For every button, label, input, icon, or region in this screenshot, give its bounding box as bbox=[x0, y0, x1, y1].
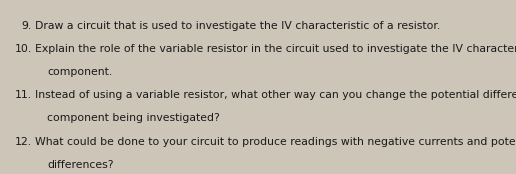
Text: What could be done to your circuit to produce readings with negative currents an: What could be done to your circuit to pr… bbox=[35, 137, 516, 147]
Text: Explain the role of the variable resistor in the circuit used to investigate the: Explain the role of the variable resisto… bbox=[35, 44, 516, 54]
Text: 11.: 11. bbox=[15, 90, 32, 100]
Text: 12.: 12. bbox=[15, 137, 32, 147]
Text: component being investigated?: component being investigated? bbox=[47, 113, 220, 123]
Text: Draw a circuit that is used to investigate the IV characteristic of a resistor.: Draw a circuit that is used to investiga… bbox=[35, 21, 440, 31]
Text: component.: component. bbox=[47, 67, 112, 77]
Text: Instead of using a variable resistor, what other way can you change the potentia: Instead of using a variable resistor, wh… bbox=[35, 90, 516, 100]
Text: 10.: 10. bbox=[15, 44, 32, 54]
Text: 9.: 9. bbox=[22, 21, 32, 31]
Text: differences?: differences? bbox=[47, 160, 114, 170]
